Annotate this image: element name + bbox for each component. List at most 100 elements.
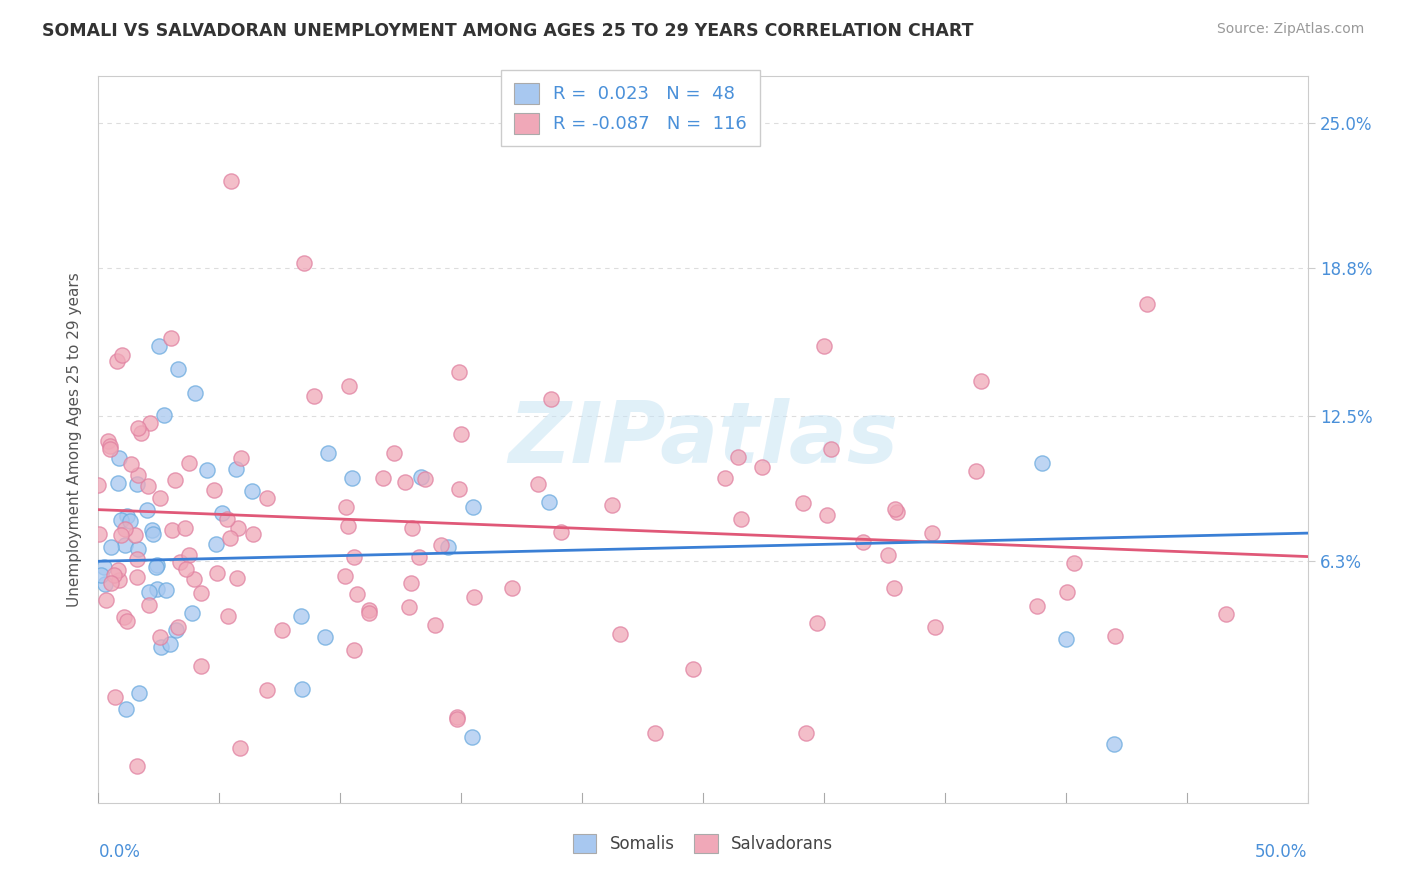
Point — [136, 478, 159, 492]
Point — [290, 609, 312, 624]
Point — [160, 523, 183, 537]
Point — [335, 500, 357, 514]
Point — [179, 457, 201, 471]
Point — [127, 420, 149, 434]
Point — [169, 554, 191, 568]
Point — [340, 471, 363, 485]
Point — [1102, 737, 1125, 751]
Point — [382, 445, 405, 459]
Point — [115, 614, 138, 628]
Point — [226, 571, 249, 585]
Point — [202, 483, 225, 497]
Legend: Somalis, Salvadorans: Somalis, Salvadorans — [567, 827, 839, 860]
Point — [153, 408, 176, 422]
Point — [813, 338, 835, 352]
Point — [333, 569, 356, 583]
Point — [125, 552, 148, 566]
Point — [128, 686, 150, 700]
Text: SOMALI VS SALVADORAN UNEMPLOYMENT AMONG AGES 25 TO 29 YEARS CORRELATION CHART: SOMALI VS SALVADORAN UNEMPLOYMENT AMONG … — [42, 22, 974, 40]
Point — [120, 457, 142, 471]
Point — [226, 521, 249, 535]
Point — [242, 526, 264, 541]
Point — [155, 582, 177, 597]
Point — [450, 427, 472, 442]
Point — [107, 450, 129, 465]
Point — [127, 759, 149, 773]
Point — [136, 502, 159, 516]
Point — [1063, 556, 1085, 570]
Point — [181, 606, 204, 620]
Text: 50.0%: 50.0% — [1256, 843, 1308, 861]
Point — [231, 451, 253, 466]
Point — [127, 541, 149, 556]
Point — [924, 619, 946, 633]
Point — [423, 618, 446, 632]
Point — [256, 683, 278, 698]
Point — [730, 512, 752, 526]
Point — [167, 620, 190, 634]
Point — [174, 562, 197, 576]
Y-axis label: Unemployment Among Ages 25 to 29 years: Unemployment Among Ages 25 to 29 years — [66, 272, 82, 607]
Point — [177, 548, 200, 562]
Point — [343, 643, 366, 657]
Point — [1031, 456, 1053, 470]
Point — [211, 507, 233, 521]
Point — [429, 538, 451, 552]
Point — [98, 439, 121, 453]
Point — [242, 483, 264, 498]
Point — [190, 586, 212, 600]
Point — [125, 570, 148, 584]
Point — [167, 362, 190, 376]
Point — [436, 541, 458, 555]
Point — [110, 512, 132, 526]
Point — [256, 491, 278, 505]
Point — [195, 463, 218, 477]
Point — [357, 606, 380, 620]
Point — [124, 528, 146, 542]
Point — [796, 726, 818, 740]
Point — [714, 471, 737, 485]
Point — [398, 599, 420, 614]
Point — [815, 508, 838, 522]
Point — [302, 389, 325, 403]
Point — [149, 630, 172, 644]
Point — [337, 379, 360, 393]
Point — [100, 540, 122, 554]
Point — [540, 392, 562, 407]
Point — [820, 442, 842, 456]
Point — [149, 491, 172, 506]
Point — [446, 712, 468, 726]
Point — [1056, 585, 1078, 599]
Point — [460, 730, 482, 744]
Point — [146, 582, 169, 596]
Point — [110, 528, 132, 542]
Point — [138, 599, 160, 613]
Point — [550, 524, 572, 539]
Point — [205, 537, 228, 551]
Point — [1025, 599, 1047, 613]
Point — [103, 568, 125, 582]
Text: 0.0%: 0.0% — [98, 843, 141, 861]
Point — [100, 575, 122, 590]
Point — [970, 374, 993, 388]
Point — [314, 631, 336, 645]
Point — [1215, 607, 1237, 621]
Point — [138, 585, 160, 599]
Point — [965, 464, 987, 478]
Point — [401, 521, 423, 535]
Point — [883, 502, 905, 516]
Point — [399, 576, 422, 591]
Point — [225, 462, 247, 476]
Point — [127, 468, 149, 483]
Point — [342, 549, 364, 564]
Point — [411, 470, 433, 484]
Point — [609, 627, 631, 641]
Point — [336, 519, 359, 533]
Point — [806, 615, 828, 630]
Point — [105, 353, 128, 368]
Point — [114, 702, 136, 716]
Point — [463, 500, 485, 514]
Point — [644, 725, 666, 739]
Point — [1054, 632, 1077, 646]
Point — [446, 710, 468, 724]
